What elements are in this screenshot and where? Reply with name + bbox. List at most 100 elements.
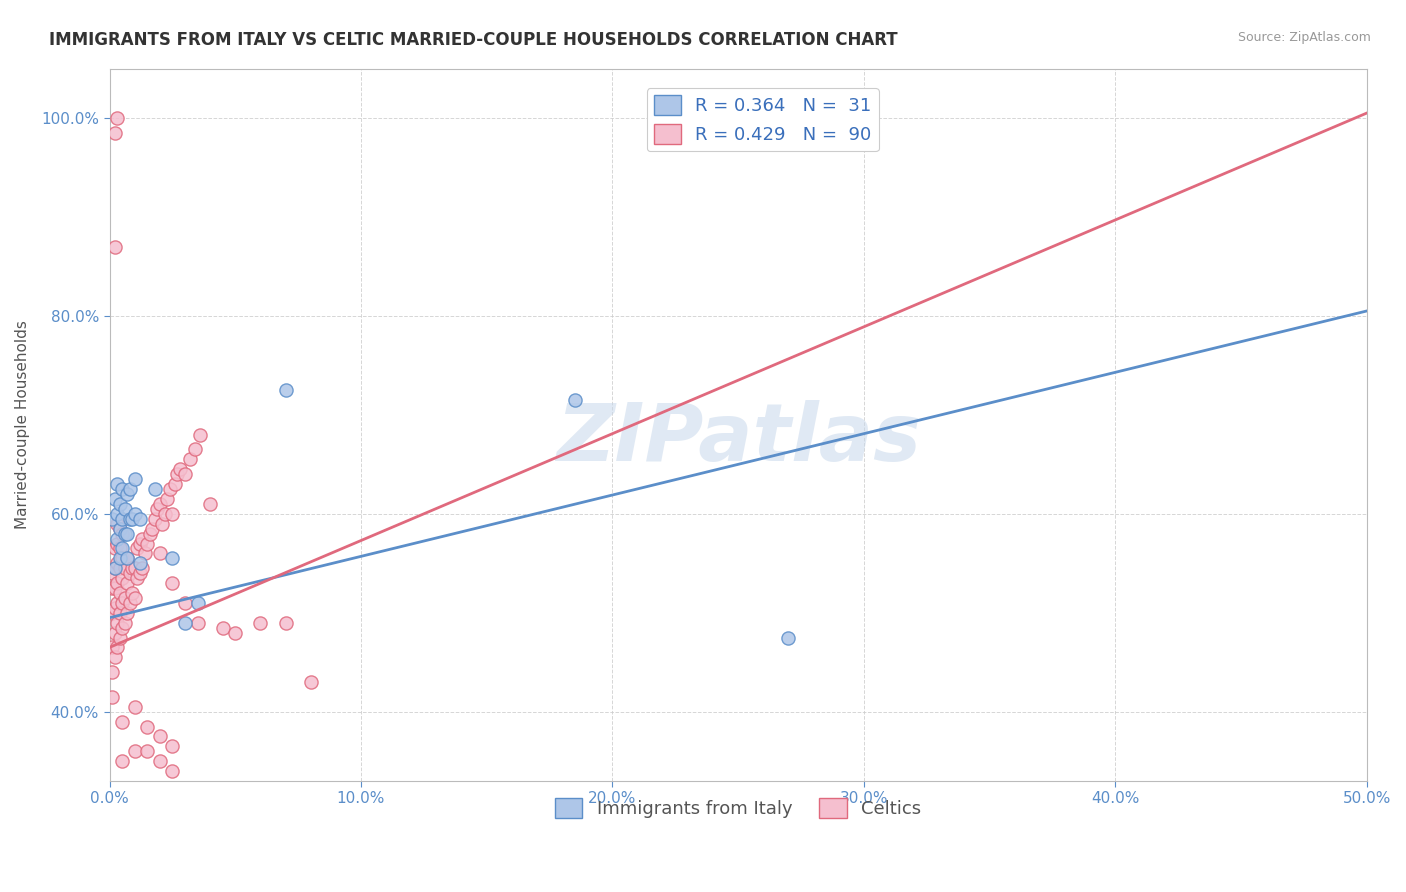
Point	[103, 491, 125, 506]
Point	[159, 482, 181, 496]
Point	[186, 596, 208, 610]
Point	[115, 526, 138, 541]
Point	[108, 631, 131, 645]
Point	[115, 551, 138, 566]
Point	[108, 586, 131, 600]
Point	[124, 699, 146, 714]
Point	[108, 606, 131, 620]
Point	[111, 621, 134, 635]
Point	[115, 576, 138, 591]
Point	[136, 744, 159, 758]
Point	[121, 586, 143, 600]
Point	[111, 541, 134, 556]
Point	[299, 675, 322, 690]
Point	[174, 596, 197, 610]
Point	[124, 472, 146, 486]
Point	[115, 606, 138, 620]
Point	[108, 522, 131, 536]
Point	[134, 546, 156, 560]
Point	[162, 507, 184, 521]
Point	[198, 497, 221, 511]
Point	[105, 576, 128, 591]
Point	[128, 512, 150, 526]
Point	[101, 566, 124, 581]
Point	[124, 507, 146, 521]
Point	[103, 600, 125, 615]
Point	[114, 526, 136, 541]
Point	[184, 442, 207, 457]
Point	[224, 625, 246, 640]
Point	[169, 462, 191, 476]
Point	[188, 427, 211, 442]
Point	[111, 512, 134, 526]
Point	[128, 566, 150, 581]
Point	[156, 491, 179, 506]
Point	[101, 581, 124, 595]
Point	[101, 606, 124, 620]
Point	[108, 522, 131, 536]
Point	[108, 561, 131, 575]
Point	[103, 561, 125, 575]
Point	[179, 452, 201, 467]
Point	[174, 467, 197, 482]
Point	[136, 720, 159, 734]
Point	[105, 640, 128, 655]
Point	[101, 640, 124, 655]
Point	[114, 615, 136, 630]
Point	[111, 526, 134, 541]
Point	[108, 541, 131, 556]
Point	[105, 615, 128, 630]
Point	[105, 596, 128, 610]
Point	[274, 615, 297, 630]
Text: IMMIGRANTS FROM ITALY VS CELTIC MARRIED-COUPLE HOUSEHOLDS CORRELATION CHART: IMMIGRANTS FROM ITALY VS CELTIC MARRIED-…	[49, 31, 898, 49]
Point	[163, 477, 186, 491]
Point	[103, 625, 125, 640]
Point	[103, 541, 125, 556]
Point	[136, 536, 159, 550]
Point	[115, 551, 138, 566]
Point	[105, 516, 128, 531]
Point	[118, 596, 141, 610]
Point	[118, 482, 141, 496]
Point	[146, 501, 169, 516]
Y-axis label: Married-couple Households: Married-couple Households	[15, 320, 30, 529]
Point	[103, 650, 125, 665]
Point	[114, 591, 136, 605]
Point	[111, 482, 134, 496]
Point	[111, 571, 134, 585]
Point	[150, 516, 173, 531]
Point	[153, 507, 176, 521]
Point	[124, 561, 146, 575]
Point	[103, 126, 125, 140]
Point	[174, 615, 197, 630]
Point	[149, 546, 172, 560]
Point	[121, 561, 143, 575]
Point	[105, 477, 128, 491]
Point	[274, 383, 297, 397]
Point	[124, 591, 146, 605]
Point	[186, 615, 208, 630]
Point	[118, 566, 141, 581]
Point	[114, 561, 136, 575]
Point	[143, 482, 166, 496]
Point	[111, 714, 134, 729]
Point	[124, 744, 146, 758]
Point	[101, 665, 124, 680]
Point	[143, 512, 166, 526]
Point	[162, 739, 184, 754]
Point	[101, 690, 124, 704]
Point	[121, 512, 143, 526]
Text: Source: ZipAtlas.com: Source: ZipAtlas.com	[1237, 31, 1371, 45]
Point	[128, 556, 150, 570]
Point	[115, 487, 138, 501]
Text: ZIPatlas: ZIPatlas	[555, 400, 921, 478]
Point	[131, 532, 153, 546]
Point	[111, 754, 134, 768]
Point	[111, 596, 134, 610]
Point	[127, 541, 149, 556]
Point	[105, 532, 128, 546]
Point	[128, 536, 150, 550]
Point	[105, 536, 128, 550]
Point	[564, 392, 586, 407]
Point	[162, 764, 184, 778]
